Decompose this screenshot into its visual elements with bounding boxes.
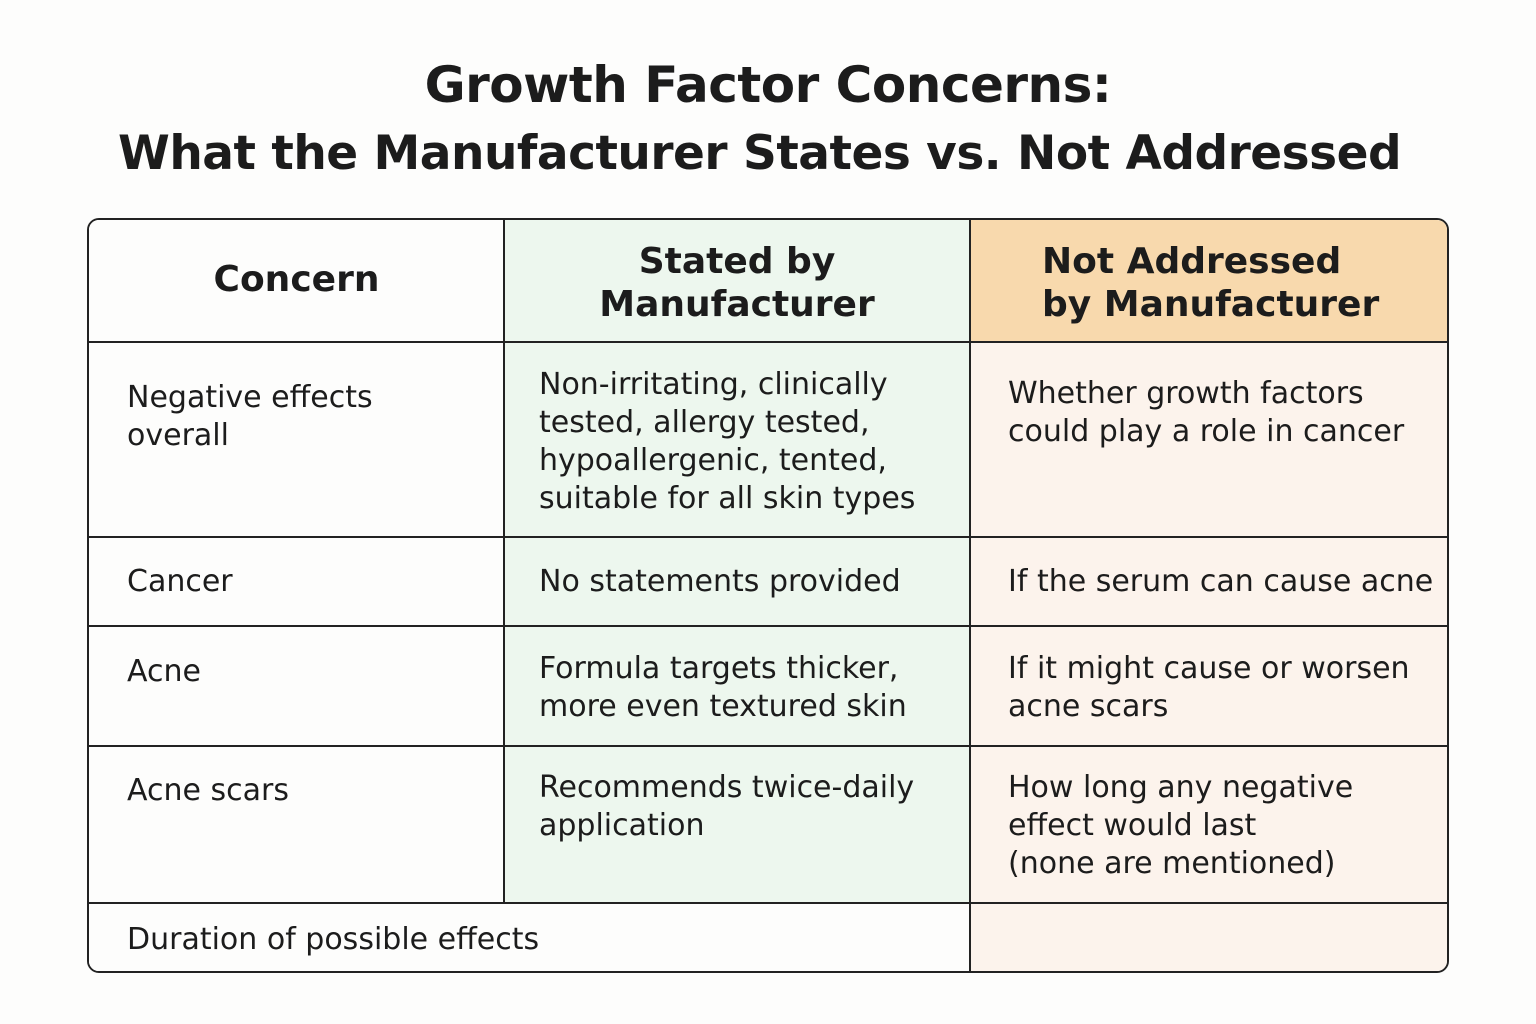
last-row-background <box>89 903 970 971</box>
concern-column-background <box>89 220 504 971</box>
row-4-stated: Recommends twice-daily application <box>539 770 915 843</box>
not-addressed-column-background <box>970 220 1447 971</box>
row-3-not-addressed: If it might cause or worsen acne scars <box>1008 651 1410 724</box>
row-2-concern: Cancer <box>127 564 233 599</box>
concern-header-background <box>89 220 504 342</box>
header-not-addressed-by-manufacturer: Not Addressed by Manufacturer <box>1042 241 1380 325</box>
header-stated-by-manufacturer: Stated by Manufacturer <box>599 241 875 325</box>
row-4-concern: Acne scars <box>127 773 289 808</box>
row-1-not-addressed: Whether growth factors could play a role… <box>1008 376 1405 449</box>
row-5-concern: Duration of possible effects <box>127 922 540 957</box>
page-subtitle: What the Manufacturer States vs. Not Add… <box>118 126 1402 181</box>
row-1-concern: Negative effects overall <box>127 380 373 453</box>
row-3-concern: Acne <box>127 654 201 689</box>
row-divider <box>89 536 1447 538</box>
row-2-not-addressed: If the serum can cause acne <box>1008 564 1434 599</box>
row-4-not-addressed: How long any negative effect would last … <box>1008 770 1354 881</box>
row-divider <box>89 745 1447 747</box>
column-divider <box>503 220 505 904</box>
column-divider <box>969 220 971 971</box>
stated-column-background <box>504 220 970 971</box>
comparison-table: Concern Stated by Manufacturer Not Addre… <box>87 218 1449 973</box>
row-divider <box>89 902 1447 904</box>
row-1-stated: Non-irritating, clinically tested, aller… <box>539 367 916 516</box>
page-title: Growth Factor Concerns: <box>424 56 1112 114</box>
row-divider <box>89 341 1447 343</box>
row-3-stated: Formula targets thicker, more even textu… <box>539 651 907 724</box>
row-2-stated: No statements provided <box>539 564 901 599</box>
row-divider <box>89 625 1447 627</box>
header-concern: Concern <box>213 259 380 300</box>
not-addressed-header-background <box>970 220 1447 342</box>
